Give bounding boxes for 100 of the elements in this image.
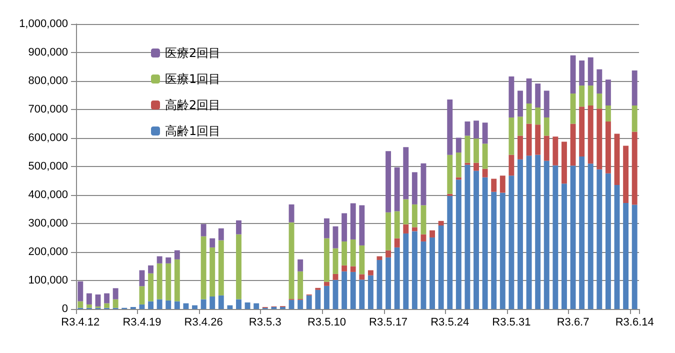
legend-label: 高齢1回目 <box>165 124 221 138</box>
bar <box>386 151 392 212</box>
x-tick-label: R3.5.17 <box>369 316 408 328</box>
x-tick-label: R3.6.14 <box>615 316 654 328</box>
bar <box>420 234 426 242</box>
bar <box>474 120 479 139</box>
x-tick-label: R3.4.26 <box>184 316 223 328</box>
bar <box>508 76 514 118</box>
bar <box>482 168 488 178</box>
bar <box>588 57 594 86</box>
bar <box>254 303 260 309</box>
bar <box>324 238 330 282</box>
bar <box>403 147 409 200</box>
bar <box>359 274 365 280</box>
bar <box>368 270 374 276</box>
bar <box>526 156 532 309</box>
x-tick-label: R3.4.12 <box>61 316 100 328</box>
bar <box>544 90 550 118</box>
bar <box>482 177 488 309</box>
bar <box>491 178 497 192</box>
bar <box>544 136 550 161</box>
bar <box>324 282 330 286</box>
bar <box>570 166 576 309</box>
bar <box>166 257 172 264</box>
bar <box>632 132 638 205</box>
y-tick-label: 400,000 <box>28 189 68 201</box>
bar <box>174 250 180 260</box>
bar <box>438 220 444 226</box>
legend-label: 医療1回目 <box>165 72 221 86</box>
bar <box>332 280 338 309</box>
bar <box>200 299 206 309</box>
bar <box>482 144 488 169</box>
bar <box>218 228 224 240</box>
bar <box>288 222 294 300</box>
bar <box>394 211 400 238</box>
bar <box>236 220 242 234</box>
bar <box>236 234 242 300</box>
bar <box>112 288 118 300</box>
bar <box>394 238 400 248</box>
bar <box>570 55 576 94</box>
bar <box>112 299 118 308</box>
x-tick-label: R3.4.19 <box>122 316 162 328</box>
bar <box>386 212 392 250</box>
y-tick-label: 100,000 <box>28 274 68 286</box>
bar <box>174 259 180 302</box>
bar <box>166 263 172 300</box>
bar <box>420 241 426 309</box>
bar <box>632 204 638 309</box>
bar <box>210 238 216 248</box>
y-tick-label: 800,000 <box>28 75 68 87</box>
bar <box>156 299 162 309</box>
bar <box>210 296 216 309</box>
y-tick-label: 900,000 <box>28 46 68 58</box>
bar <box>412 231 418 309</box>
bar <box>148 265 154 274</box>
bar <box>596 108 602 170</box>
bar <box>156 263 162 300</box>
bar <box>156 256 162 264</box>
bar <box>342 265 348 272</box>
bar <box>298 300 304 309</box>
bar <box>174 301 180 309</box>
bar <box>456 180 462 309</box>
bar <box>342 241 348 266</box>
bar <box>342 213 348 242</box>
bar <box>86 304 92 308</box>
bar <box>500 192 506 309</box>
bar <box>491 192 497 309</box>
bar <box>332 248 338 274</box>
bar <box>508 154 514 176</box>
bar <box>596 94 602 109</box>
bar <box>605 106 611 122</box>
bar <box>298 259 304 272</box>
bar <box>579 86 585 107</box>
bar <box>535 108 541 125</box>
bar <box>570 94 576 124</box>
bar <box>288 204 294 222</box>
bar <box>403 233 409 309</box>
bar <box>324 286 330 309</box>
bar <box>306 295 312 309</box>
bar <box>456 152 462 178</box>
bar <box>78 281 84 302</box>
bar <box>526 104 532 124</box>
bar <box>588 86 594 106</box>
bar <box>632 106 638 132</box>
y-tick-label: 700,000 <box>28 104 68 116</box>
bar <box>166 300 172 309</box>
x-tick-label: R3.5.3 <box>248 316 282 328</box>
bar <box>544 160 550 309</box>
bar <box>200 224 206 236</box>
bar <box>579 60 585 86</box>
bar <box>148 301 154 309</box>
bar <box>420 205 426 234</box>
bar <box>394 167 400 212</box>
bar <box>518 90 523 117</box>
y-tick-label: 500,000 <box>28 160 68 172</box>
bar <box>605 121 611 174</box>
bar <box>535 124 541 155</box>
bar <box>430 230 435 238</box>
bar <box>183 303 189 309</box>
legend-label: 高齢2回目 <box>165 98 221 112</box>
